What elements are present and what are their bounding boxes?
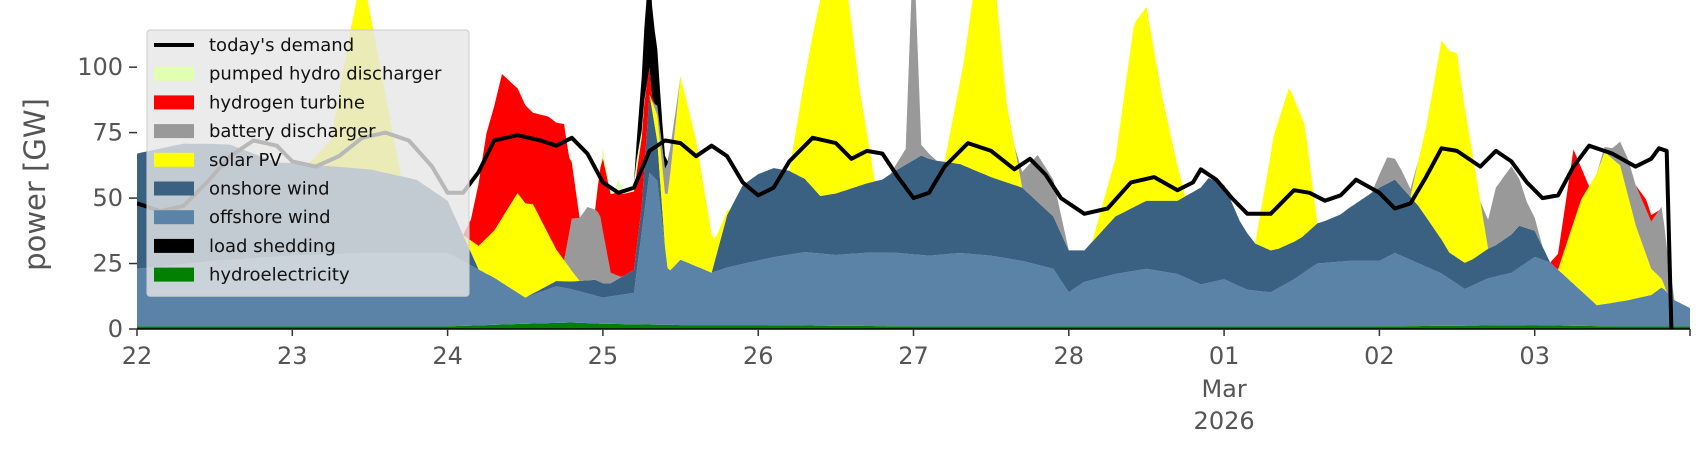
legend-box bbox=[146, 29, 470, 297]
area-onshore-wind bbox=[137, 94, 1690, 309]
legend-label-today-s-demand: today's demand bbox=[209, 35, 354, 56]
legend-label-battery-discharger: battery discharger bbox=[209, 121, 376, 142]
legend-swatch-load-shedding bbox=[154, 238, 194, 253]
y-tick-label: 100 bbox=[77, 53, 123, 81]
legend-swatch-battery-discharger bbox=[154, 124, 194, 139]
x-tick-label: 23 bbox=[277, 342, 308, 370]
area-battery-discharger bbox=[137, 0, 1690, 309]
x-tick-label: 25 bbox=[588, 342, 619, 370]
area-offshore-wind bbox=[137, 172, 1690, 327]
legend-label-offshore-wind: offshore wind bbox=[209, 207, 331, 228]
x-tick-label: 28 bbox=[1054, 342, 1085, 370]
y-tick-label: 25 bbox=[92, 250, 123, 278]
y-tick-label: 75 bbox=[92, 119, 123, 147]
x-tick-label: 02 bbox=[1364, 342, 1395, 370]
area-hydroelectricity bbox=[137, 322, 1690, 329]
legend-swatch-offshore-wind bbox=[154, 210, 194, 225]
x-tick-label: 27 bbox=[898, 342, 929, 370]
legend: today's demand pumped hydro discharger hyd… bbox=[146, 29, 470, 297]
area-solar-pv bbox=[137, 0, 1690, 309]
legend-swatch-hydrogen-turbine bbox=[154, 95, 194, 110]
x-tick-sublabel: 2026 bbox=[1194, 407, 1255, 435]
y-tick-label: 50 bbox=[92, 184, 123, 212]
legend-swatch-onshore-wind bbox=[154, 181, 194, 196]
legend-label-pumped-hydro-discharger: pumped hydro discharger bbox=[209, 64, 442, 85]
legend-swatch-solar-pv bbox=[154, 152, 194, 167]
x-tick-label: 22 bbox=[122, 342, 153, 370]
legend-label-solar-pv: solar PV bbox=[209, 150, 282, 171]
x-tick-label: 24 bbox=[432, 342, 463, 370]
legend-swatch-hydroelectricity bbox=[154, 267, 194, 282]
x-tick-label: 03 bbox=[1519, 342, 1550, 370]
x-tick-label: 01 bbox=[1209, 342, 1240, 370]
y-tick-label: 0 bbox=[108, 315, 123, 343]
x-tick-sublabel: Mar bbox=[1201, 375, 1246, 403]
y-axis-label: power [GW] bbox=[18, 98, 52, 271]
axes: 22 23 24 25 26 27 28 01 Mar 2026 02 03 0 25 50 75 100 pow… bbox=[18, 53, 1691, 435]
legend-label-load-shedding: load shedding bbox=[209, 236, 336, 257]
legend-label-hydroelectricity: hydroelectricity bbox=[209, 265, 350, 286]
legend-label-onshore-wind: onshore wind bbox=[209, 179, 330, 200]
x-tick-label: 26 bbox=[743, 342, 774, 370]
legend-swatch-pumped-hydro-discharger bbox=[154, 66, 194, 81]
legend-label-hydrogen-turbine: hydrogen turbine bbox=[209, 92, 365, 113]
